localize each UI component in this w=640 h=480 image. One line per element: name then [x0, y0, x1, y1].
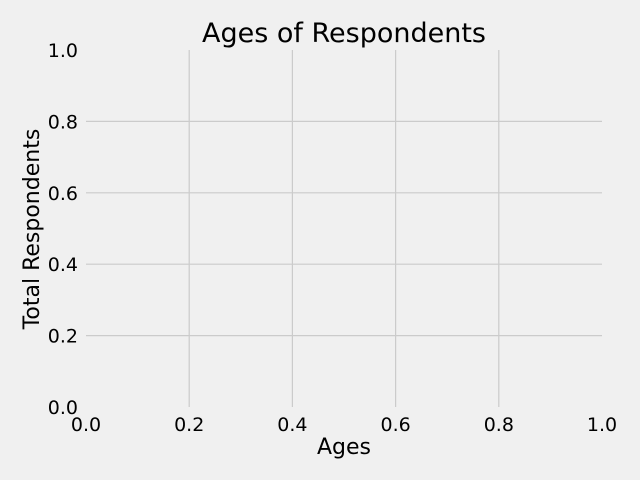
x-tick-label: 0.2 [174, 414, 204, 436]
x-tick-label: 0.8 [484, 414, 514, 436]
y-tick-label: 0.4 [48, 254, 78, 276]
x-gridlines [188, 50, 500, 407]
y-tick-label: 0.0 [48, 397, 78, 419]
y-axis-label: Total Respondents [20, 129, 45, 331]
x-tick-label: 1.0 [587, 414, 617, 436]
y-tick-label: 1.0 [48, 40, 78, 62]
x-tick-labels: 0.0 0.2 0.4 0.6 0.8 1.0 [71, 414, 617, 436]
x-tick-label: 0.6 [380, 414, 410, 436]
y-tick-label: 0.8 [48, 111, 78, 133]
y-tick-labels: 0.0 0.2 0.4 0.6 0.8 1.0 [48, 40, 78, 419]
x-tick-label: 0.4 [277, 414, 307, 436]
y-gridlines [86, 120, 602, 337]
y-tick-label: 0.2 [48, 326, 78, 348]
x-axis-label: Ages [317, 435, 371, 460]
x-tick-label: 0.0 [71, 414, 101, 436]
chart-title: Ages of Respondents [202, 18, 486, 49]
y-tick-label: 0.6 [48, 183, 78, 205]
